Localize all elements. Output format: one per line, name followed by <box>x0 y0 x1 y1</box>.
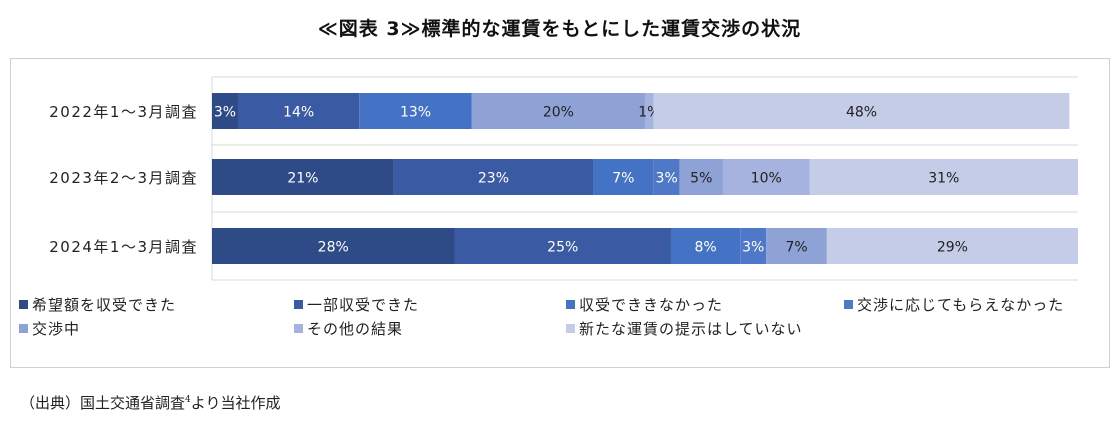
data-label: 5% <box>690 171 712 187</box>
legend-swatch <box>294 300 303 309</box>
bar-segment <box>670 228 741 264</box>
category-label: 2023年2～3月調査 <box>49 169 198 187</box>
chart-frame: 2022年1～3月調査 3% 14% 13% 20% 1% 48% 2023年2～3月調査 21… <box>10 58 1110 368</box>
bar-segment <box>722 159 810 195</box>
legend-swatch <box>294 324 303 333</box>
stacked-bar-chart: 2022年1～3月調査 3% 14% 13% 20% 1% 48%2023年2～3月調査 21… <box>19 76 1078 338</box>
bar-segment <box>212 228 455 264</box>
data-label: 7% <box>785 240 807 256</box>
data-label: 7% <box>612 171 634 187</box>
bar-segment <box>359 93 472 129</box>
data-label: 10% <box>751 171 782 187</box>
legend-label: 一部収受できた <box>307 296 419 314</box>
data-label: 14% <box>283 105 314 121</box>
source-note: （出典）国土交通省調査4より当社作成 <box>20 392 280 413</box>
data-label: 13% <box>400 105 431 121</box>
bar-segment <box>212 93 238 129</box>
legend-swatch <box>19 324 28 333</box>
data-label: 20% <box>543 105 574 121</box>
data-label: 3% <box>656 171 678 187</box>
source-text: （出典）国土交通省調査 <box>20 394 186 412</box>
bar-segment <box>826 228 1078 264</box>
bar-segment <box>393 159 594 195</box>
bar-segment <box>653 159 680 195</box>
data-label: 23% <box>478 171 509 187</box>
legend-label: 希望額を収受できた <box>32 296 176 314</box>
data-label: 21% <box>287 171 318 187</box>
data-label: 25% <box>547 240 578 256</box>
bar-segment <box>593 159 654 195</box>
data-label: 28% <box>318 240 349 256</box>
bar-segment <box>471 93 645 129</box>
category-label: 2024年1～3月調査 <box>49 238 198 256</box>
legend-label: 新たな運賃の提示はしていない <box>579 320 803 338</box>
category-label: 2022年1～3月調査 <box>49 103 198 121</box>
legend-swatch <box>566 324 575 333</box>
bar-segment <box>766 228 827 264</box>
data-label: 48% <box>846 105 877 121</box>
bar-segment <box>809 159 1078 195</box>
legend-swatch <box>19 300 28 309</box>
bar-segment <box>679 159 723 195</box>
legend-swatch <box>566 300 575 309</box>
bar-segment <box>237 93 360 129</box>
legend-label: その他の結果 <box>307 320 403 338</box>
legend-label: 交渉に応じてもらえなかった <box>857 296 1064 314</box>
data-label: 31% <box>928 171 959 187</box>
data-label: 3% <box>214 105 236 121</box>
data-label: 3% <box>742 240 764 256</box>
legend-label: 交渉中 <box>32 320 80 338</box>
bar-segment <box>740 228 767 264</box>
data-label: 29% <box>937 240 968 256</box>
bar-segment <box>645 93 654 129</box>
bar-segment <box>454 228 671 264</box>
chart-title: ≪図表 3≫標準的な運賃をもとにした運賃交渉の状況 <box>317 18 802 40</box>
bar-segment <box>212 159 394 195</box>
legend-label: 収受でききなかった <box>579 296 723 314</box>
legend-swatch <box>844 300 853 309</box>
data-label: 8% <box>695 240 717 256</box>
source-suffix: より当社作成 <box>190 394 281 412</box>
source-footnote-mark: 4 <box>185 395 191 405</box>
bar-segment <box>653 93 1070 129</box>
